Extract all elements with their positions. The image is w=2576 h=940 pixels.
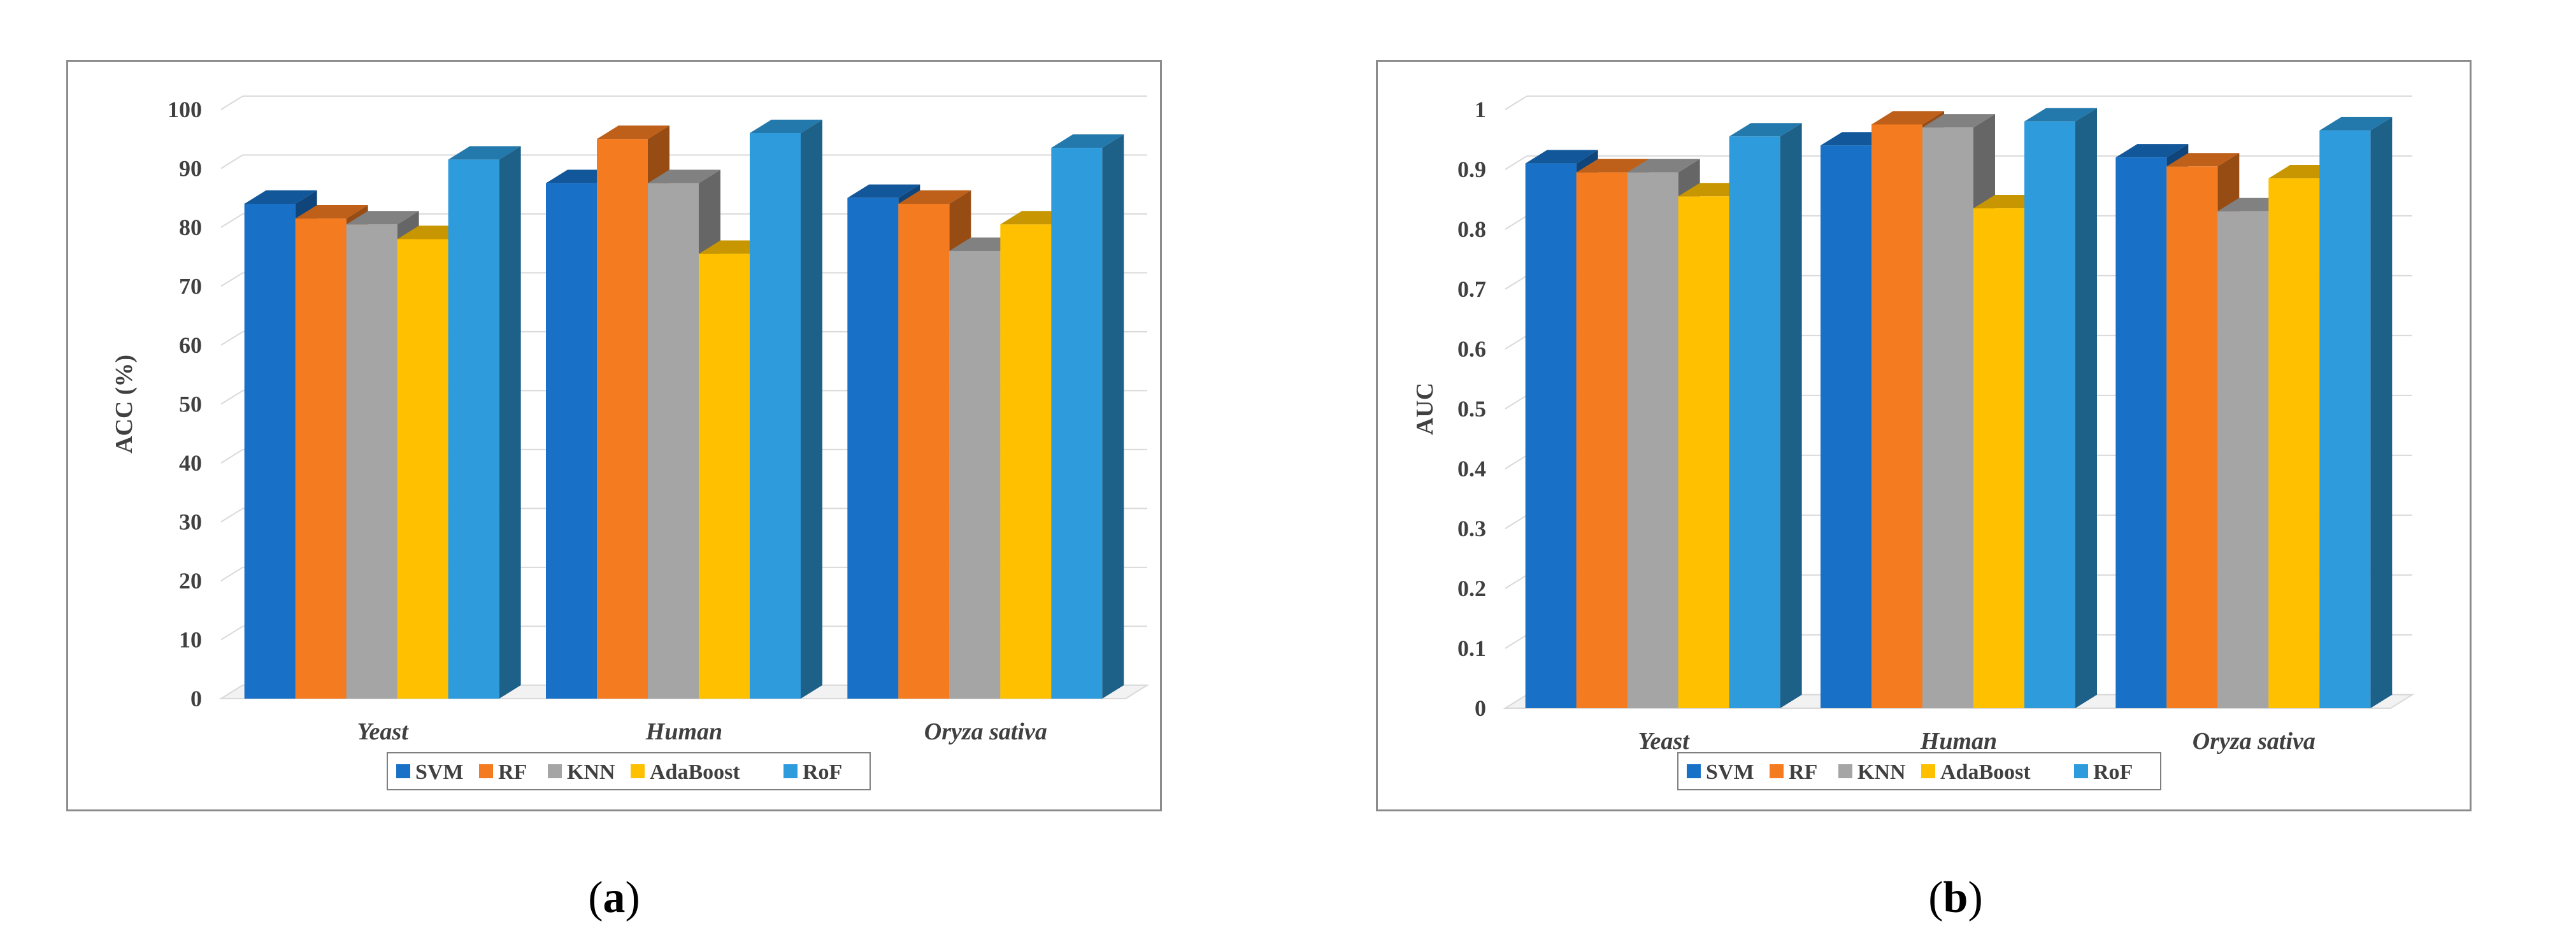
y-tick-label: 0.4 [1457, 456, 1486, 481]
legend-swatch [1687, 764, 1701, 778]
legend-item-rof: RoF [784, 760, 842, 784]
x-category-label: Yeast [1638, 728, 1691, 755]
legend-label: RF [498, 760, 527, 784]
x-category-label: Human [1920, 728, 1997, 755]
y-tick-label: 90 [179, 156, 202, 182]
y-tick-label: 0.6 [1457, 336, 1486, 362]
legend-swatch [1770, 764, 1784, 778]
bar-rof-human [2024, 108, 2097, 709]
legend-label: RoF [803, 760, 842, 784]
legend-item-adaboost: AdaBoost [631, 760, 740, 784]
y-tick-label: 40 [179, 450, 202, 476]
legend-item-svm: SVM [396, 760, 464, 784]
legend-item-knn: KNN [1838, 760, 1906, 784]
y-tick-label: 0.2 [1457, 576, 1486, 601]
legend-swatch [396, 764, 410, 778]
y-tick-label: 0.5 [1457, 396, 1486, 422]
y-axis-label: AUC [1412, 383, 1438, 435]
legend-label: KNN [1857, 760, 1906, 784]
legend-label: RF [1789, 760, 1817, 784]
x-category-label: Oryza sativa [2193, 728, 2315, 755]
y-tick-label: 0.3 [1457, 516, 1486, 541]
y-axis-label: ACC (%) [111, 355, 138, 453]
legend-label: SVM [1706, 760, 1754, 784]
legend-label: AdaBoost [1940, 760, 2031, 784]
legend-item-svm: SVM [1687, 760, 1754, 784]
bar-rof-oryza-sativa [2319, 117, 2393, 708]
legend-item-adaboost: AdaBoost [1921, 760, 2031, 784]
legend-item-rf: RF [479, 760, 527, 784]
panel-label-a: (a) [588, 873, 640, 922]
chart-panel-acc: 0 10 20 30 40 50 60 70 80 90 100 ACC (%) Yeast Human O… [66, 60, 1162, 811]
auc-bar-chart: 0 0.1 0.2 0.3 0.4 0.5 0.6 0.7 0.8 0.9 1 AUC Yeast Hum… [1412, 95, 2415, 790]
acc-bar-chart: 0 10 20 30 40 50 60 70 80 90 100 ACC (%) Yeast Human O… [111, 95, 1150, 790]
y-tick-label: 50 [179, 392, 202, 417]
y-tick-label: 60 [179, 332, 202, 358]
legend-swatch [1921, 764, 1935, 778]
y-tick-label: 70 [179, 274, 202, 299]
x-category-label: Human [645, 718, 722, 745]
legend-label: RoF [2093, 760, 2133, 784]
y-tick-label: 0.1 [1457, 636, 1486, 661]
bar-rof-oryza-sativa [1051, 134, 1124, 699]
legend-label: AdaBoost [650, 760, 740, 784]
y-tick-label: 30 [179, 509, 202, 535]
legend-item-knn: KNN [548, 760, 615, 784]
legend: SVM RF KNN AdaBoost RoF [387, 752, 871, 790]
bar-rof-human [750, 119, 822, 699]
legend-swatch [548, 764, 562, 778]
chart-panel-auc: 0 0.1 0.2 0.3 0.4 0.5 0.6 0.7 0.8 0.9 1 AUC Yeast Hum… [1376, 60, 2472, 811]
y-tick-label: 0.8 [1457, 217, 1486, 242]
x-category-label: Oryza sativa [924, 718, 1047, 745]
y-tick-label: 20 [179, 568, 202, 594]
legend-item-rf: RF [1770, 760, 1817, 784]
bar-rof-yeast [448, 146, 521, 699]
legend-swatch [1838, 764, 1852, 778]
y-tick-label: 10 [179, 627, 202, 653]
y-tick-label: 1 [1475, 97, 1486, 122]
legend-label: SVM [415, 760, 464, 784]
x-category-label: Yeast [357, 718, 410, 745]
legend-item-rof: RoF [2074, 760, 2133, 784]
legend-swatch [784, 764, 798, 778]
legend-swatch [479, 764, 493, 778]
y-tick-label: 0.7 [1457, 276, 1486, 302]
panel-label-b: (b) [1928, 873, 1983, 922]
legend-label: KNN [567, 760, 615, 784]
legend-swatch [631, 764, 645, 778]
legend-swatch [2074, 764, 2088, 778]
y-tick-label: 0 [1475, 695, 1486, 721]
bar-rof-yeast [1729, 123, 1802, 709]
y-tick-label: 0 [190, 686, 202, 711]
y-tick-label: 80 [179, 215, 202, 240]
y-tick-label: 0.9 [1457, 157, 1486, 182]
y-tick-label: 100 [168, 97, 202, 122]
legend: SVM RF KNN AdaBoost RoF [1677, 752, 2161, 790]
